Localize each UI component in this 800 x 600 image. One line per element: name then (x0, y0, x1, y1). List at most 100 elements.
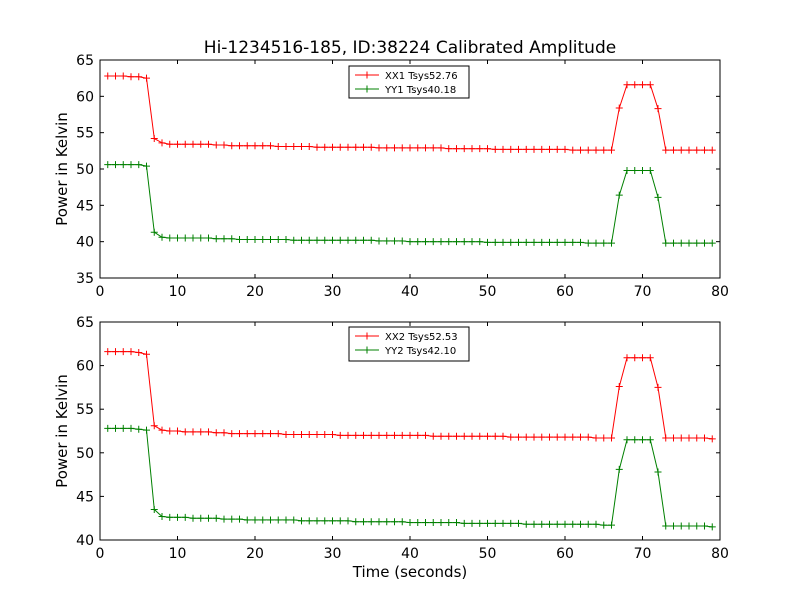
data-point (290, 516, 298, 524)
data-point (646, 354, 654, 362)
y-tick-label: 65 (76, 315, 94, 331)
data-point (166, 513, 174, 521)
data-point (445, 238, 453, 246)
data-point (600, 239, 608, 247)
data-point (360, 143, 367, 151)
data-point (150, 422, 158, 430)
data-point (282, 516, 290, 524)
legend-label: XX1 Tsys52.76 (385, 71, 458, 82)
data-point (445, 519, 453, 527)
data-point (499, 519, 507, 527)
data-point (336, 517, 344, 525)
data-point (104, 424, 112, 432)
data-point (623, 166, 631, 174)
data-point (127, 73, 135, 81)
data-point (569, 433, 577, 441)
data-point (569, 520, 577, 528)
data-point (305, 236, 313, 244)
data-point (166, 140, 174, 148)
data-point (460, 432, 468, 440)
data-point (460, 519, 468, 527)
y-tick-label: 50 (76, 446, 94, 462)
data-point (143, 74, 150, 82)
data-point (507, 238, 515, 246)
data-point (267, 142, 274, 150)
data-point (367, 143, 375, 151)
data-point (577, 146, 584, 154)
data-point (639, 166, 646, 174)
data-point (577, 433, 584, 441)
data-point (259, 142, 267, 150)
data-point (654, 383, 662, 391)
data-point (623, 436, 631, 444)
data-point (693, 522, 701, 530)
data-point (608, 434, 615, 442)
data-point (143, 162, 150, 170)
data-point (251, 235, 259, 243)
data-point (243, 516, 251, 524)
data-point (662, 146, 670, 154)
data-point (522, 145, 530, 153)
data-point (437, 432, 445, 440)
data-point (429, 432, 437, 440)
data-point (205, 428, 212, 436)
data-point (654, 193, 662, 201)
data-point (608, 239, 615, 247)
data-point (406, 431, 414, 439)
data-point (553, 520, 561, 528)
data-point (236, 142, 243, 150)
x-tick-label: 80 (711, 284, 729, 300)
data-point (174, 513, 181, 521)
x-tick-label: 50 (479, 546, 497, 562)
data-point (406, 144, 414, 152)
data-point (546, 238, 553, 246)
series-YY2 Tsys42.10 (104, 424, 716, 531)
data-point (321, 517, 329, 525)
data-point (150, 134, 158, 142)
data-point (127, 348, 135, 356)
data-point (119, 72, 127, 80)
data-point (677, 434, 685, 442)
data-point (584, 239, 592, 247)
data-point (491, 432, 499, 440)
y-axis-label: Power in Kelvin (53, 374, 71, 488)
data-point (701, 522, 708, 530)
data-point (639, 81, 646, 89)
x-tick-label: 0 (96, 284, 105, 300)
y-tick-label: 40 (76, 235, 94, 251)
data-point (499, 238, 507, 246)
x-tick-label: 20 (246, 284, 264, 300)
data-point (259, 430, 267, 438)
data-point (174, 140, 181, 148)
data-point (329, 236, 336, 244)
data-point (135, 349, 143, 357)
data-point (546, 145, 553, 153)
data-point (282, 142, 290, 150)
data-point (212, 514, 220, 522)
data-point (251, 516, 259, 524)
data-point (515, 519, 522, 527)
data-point (468, 432, 476, 440)
data-point (584, 520, 592, 528)
data-point (476, 432, 484, 440)
legend-label: XX2 Tsys52.53 (385, 332, 458, 343)
data-point (662, 522, 670, 530)
data-point (352, 518, 360, 526)
x-tick-label: 0 (96, 546, 105, 562)
data-point (615, 383, 623, 391)
data-point (429, 238, 437, 246)
data-point (112, 424, 119, 432)
data-point (305, 517, 313, 525)
data-point (631, 81, 639, 89)
data-point (290, 142, 298, 150)
data-point (662, 434, 670, 442)
data-point (577, 520, 584, 528)
data-point (437, 238, 445, 246)
data-point (484, 238, 491, 246)
data-point (391, 431, 398, 439)
data-point (561, 145, 569, 153)
data-point (236, 235, 243, 243)
data-point (181, 513, 189, 521)
data-point (367, 431, 375, 439)
x-tick-label: 70 (634, 546, 652, 562)
